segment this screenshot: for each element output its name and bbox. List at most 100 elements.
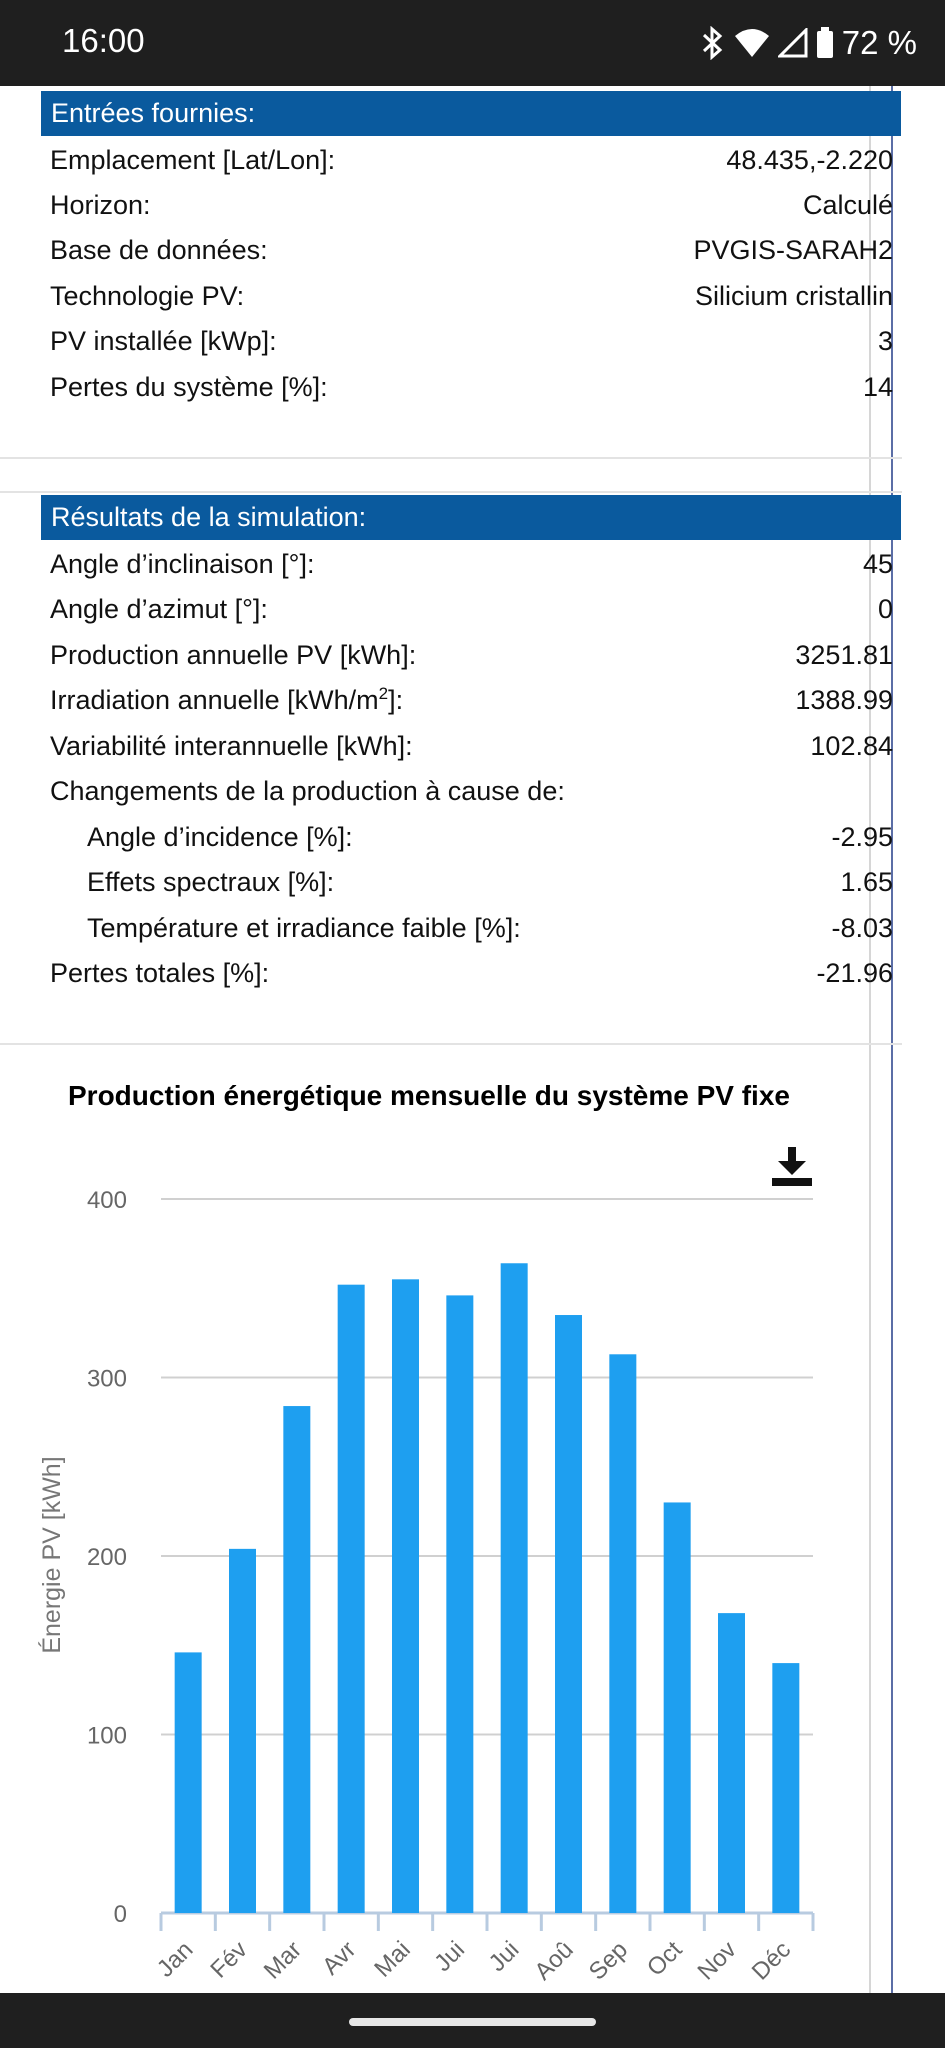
navigation-bar bbox=[0, 1993, 945, 2048]
status-bar: 16:00 72 % bbox=[0, 0, 945, 86]
result-row-temperature: Température et irradiance faible [%]: -8… bbox=[87, 905, 893, 951]
x-category-label: Aoû bbox=[529, 1936, 578, 1985]
result-value: 1.65 bbox=[840, 867, 893, 897]
panel-divider bbox=[0, 1043, 902, 1045]
result-row-variability: Variabilité interannuelle [kWh]: 102.84 bbox=[50, 723, 893, 769]
result-row-changes-heading: Changements de la production à cause de: bbox=[50, 768, 893, 814]
input-value: Calculé bbox=[802, 190, 893, 220]
x-category-label: Oct bbox=[642, 1936, 688, 1982]
bar bbox=[718, 1613, 745, 1913]
battery-level: 72 % bbox=[841, 24, 917, 61]
input-row-horizon: Horizon: Calculé bbox=[50, 182, 893, 228]
bar bbox=[174, 1652, 202, 1913]
x-category-label: Fév bbox=[205, 1936, 252, 1983]
bar bbox=[555, 1315, 582, 1913]
x-category-label: Nov bbox=[692, 1936, 741, 1985]
result-value: 1388.99 bbox=[795, 685, 893, 715]
input-row-system-loss: Pertes du système [%]: 14 bbox=[50, 364, 893, 410]
bar bbox=[446, 1295, 474, 1913]
result-label-suffix: ]: bbox=[388, 685, 404, 715]
bar bbox=[229, 1548, 256, 1913]
x-category-label: Jan bbox=[152, 1936, 198, 1982]
input-label: Emplacement [Lat/Lon]: bbox=[50, 145, 336, 175]
input-value: 48.435,-2.220 bbox=[726, 145, 893, 175]
input-value: 3 bbox=[877, 326, 893, 356]
input-label: Pertes du système [%]: bbox=[50, 372, 328, 402]
y-axis-label: Énergie PV [kWh] bbox=[37, 1456, 66, 1653]
x-category-label: Avr bbox=[317, 1936, 361, 1980]
bar bbox=[337, 1284, 365, 1913]
result-label: Irradiation annuelle [kWh/m2]: bbox=[50, 677, 403, 723]
panel-divider bbox=[0, 457, 902, 459]
bluetooth-icon bbox=[700, 26, 726, 60]
result-row-azimuth: Angle d’azimut [°]: 0 bbox=[50, 586, 893, 632]
bar bbox=[663, 1502, 691, 1913]
result-value: -21.96 bbox=[816, 958, 893, 988]
input-label: PV installée [kWp]: bbox=[50, 326, 277, 356]
status-icons: 72 % bbox=[700, 22, 917, 64]
scroll-guide-line bbox=[891, 86, 893, 1993]
bar bbox=[772, 1663, 800, 1913]
download-icon[interactable] bbox=[768, 1145, 818, 1189]
result-label: Pertes totales [%]: bbox=[50, 958, 270, 988]
result-value: 0 bbox=[877, 594, 893, 624]
bar bbox=[609, 1354, 637, 1913]
result-row-irradiation: Irradiation annuelle [kWh/m2]: 1388.99 bbox=[50, 677, 893, 723]
y-tick-label: 200 bbox=[87, 1544, 127, 1571]
result-row-total-losses: Pertes totales [%]: -21.96 bbox=[50, 950, 893, 996]
input-row-technology: Technologie PV: Silicium cristallin bbox=[50, 273, 893, 319]
panel-divider bbox=[0, 491, 902, 493]
result-label: Production annuelle PV [kWh]: bbox=[50, 640, 417, 670]
signal-icon bbox=[777, 28, 808, 58]
input-value: Silicium cristallin bbox=[694, 281, 893, 311]
input-label: Base de données: bbox=[50, 235, 268, 265]
x-category-label: Jui bbox=[429, 1936, 470, 1977]
input-value: PVGIS-SARAH2 bbox=[693, 235, 893, 265]
results-header: Résultats de la simulation: bbox=[41, 495, 901, 540]
input-label: Horizon: bbox=[50, 190, 151, 220]
result-label-text: Irradiation annuelle [kWh/m bbox=[50, 685, 379, 715]
result-label: Température et irradiance faible [%]: bbox=[87, 913, 521, 943]
bar bbox=[500, 1263, 528, 1913]
home-gesture-pill[interactable] bbox=[349, 2018, 596, 2026]
input-row-database: Base de données: PVGIS-SARAH2 bbox=[50, 227, 893, 273]
result-label: Angle d’incidence [%]: bbox=[87, 822, 353, 852]
result-value: 3251.81 bbox=[795, 640, 893, 670]
battery-icon bbox=[816, 27, 834, 59]
result-value: -8.03 bbox=[831, 913, 893, 943]
result-value: -2.95 bbox=[831, 822, 893, 852]
result-label-superscript: 2 bbox=[378, 684, 389, 703]
input-row-location: Emplacement [Lat/Lon]: 48.435,-2.220 bbox=[50, 137, 893, 183]
input-row-installed-power: PV installée [kWp]: 3 bbox=[50, 318, 893, 364]
result-row-spectral-effects: Effets spectraux [%]: 1.65 bbox=[87, 859, 893, 905]
result-label: Angle d’azimut [°]: bbox=[50, 594, 268, 624]
y-tick-label: 100 bbox=[87, 1723, 127, 1750]
x-category-label: Mar bbox=[259, 1936, 307, 1984]
wifi-icon bbox=[734, 28, 770, 58]
status-time: 16:00 bbox=[62, 22, 145, 59]
result-row-annual-production: Production annuelle PV [kWh]: 3251.81 bbox=[50, 632, 893, 678]
result-row-tilt: Angle d’inclinaison [°]: 45 bbox=[50, 541, 893, 587]
bar bbox=[392, 1279, 419, 1913]
chart-title: Production énergétique mensuelle du syst… bbox=[68, 1080, 790, 1111]
y-tick-label: 0 bbox=[114, 1901, 127, 1928]
result-label: Angle d’inclinaison [°]: bbox=[50, 549, 315, 579]
divider-line bbox=[869, 86, 871, 1993]
x-category-label: Jui bbox=[484, 1936, 525, 1977]
y-tick-label: 300 bbox=[87, 1366, 127, 1393]
y-tick-label: 400 bbox=[87, 1187, 127, 1214]
x-category-label: Sep bbox=[584, 1936, 633, 1985]
result-value: 45 bbox=[862, 549, 893, 579]
x-category-label: Déc bbox=[747, 1936, 796, 1985]
bar bbox=[283, 1406, 311, 1913]
result-label: Variabilité interannuelle [kWh]: bbox=[50, 731, 413, 761]
x-category-label: Mai bbox=[369, 1936, 415, 1982]
result-label: Effets spectraux [%]: bbox=[87, 867, 335, 897]
result-label: Changements de la production à cause de: bbox=[50, 776, 565, 806]
result-value: 102.84 bbox=[810, 731, 893, 761]
result-row-incidence-angle: Angle d’incidence [%]: -2.95 bbox=[87, 814, 893, 860]
input-label: Technologie PV: bbox=[50, 281, 245, 311]
input-value: 14 bbox=[862, 372, 893, 402]
inputs-header: Entrées fournies: bbox=[41, 91, 901, 136]
